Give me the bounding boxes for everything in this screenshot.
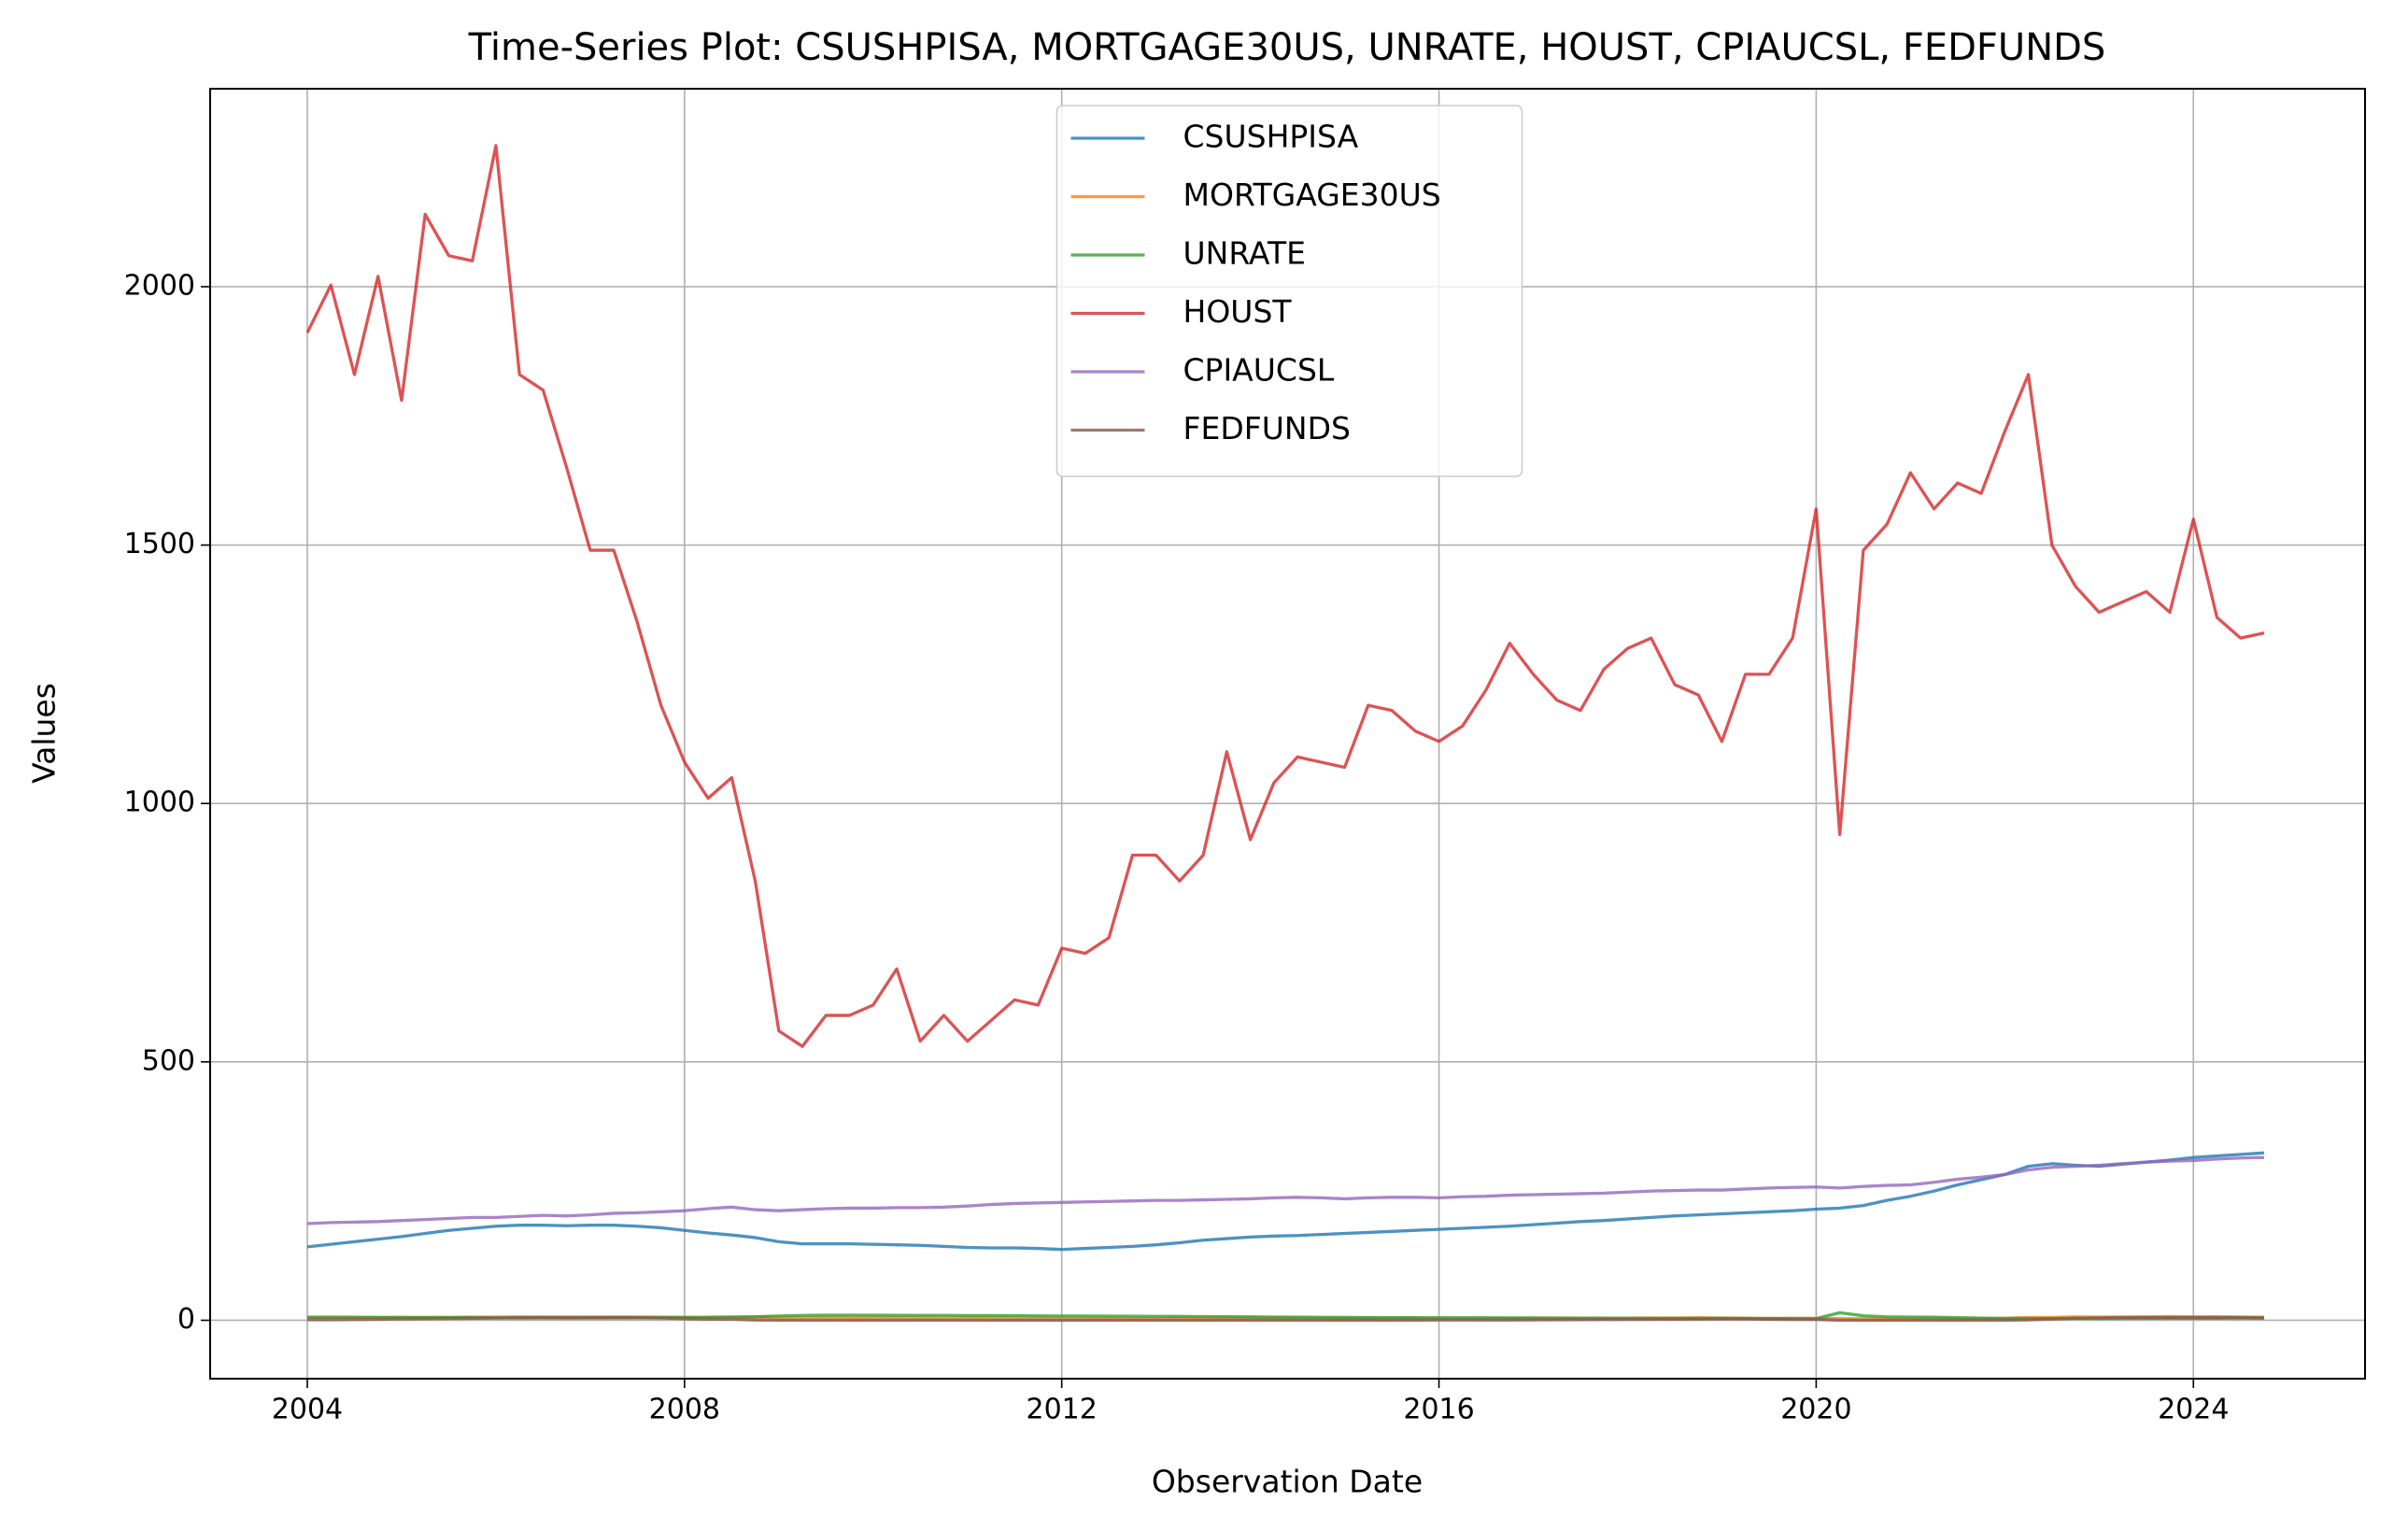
plot-frame [209, 88, 2366, 1380]
legend-label: MORTGAGE30US [1183, 177, 1441, 213]
series-line [306, 1151, 2265, 1252]
y-tick-label: 2000 [124, 269, 195, 302]
x-tick-label: 2024 [2158, 1394, 2229, 1426]
y-axis-label: Values [26, 683, 63, 784]
chart-title: Time-Series Plot: CSUSHPISA, MORTGAGE30U… [468, 26, 2106, 69]
y-tick-label: 0 [177, 1303, 195, 1336]
legend-label: FEDFUNDS [1183, 410, 1351, 446]
x-tick-label: 2016 [1403, 1394, 1474, 1426]
y-tick-label: 1000 [124, 786, 195, 819]
legend-label: CSUSHPISA [1183, 119, 1359, 155]
x-axis-label: Observation Date [1152, 1464, 1423, 1500]
legend-label: UNRATE [1183, 235, 1306, 272]
ticks: 2004 2008 2012 2016 2020 2024 0 500 1000 1500 2000 [124, 269, 2230, 1425]
legend-label: CPIAUCSL [1183, 352, 1335, 389]
y-tick-label: 1500 [124, 528, 195, 560]
x-tick-label: 2004 [272, 1394, 343, 1426]
legend-box [1055, 105, 1523, 477]
legend: CSUSHPISA MORTGAGE30US UNRATE HOUST CPIAUCSL… [1055, 105, 1523, 477]
plot-lines [305, 144, 2265, 1323]
legend-label: HOUST [1183, 293, 1293, 330]
series-line [306, 1155, 2265, 1225]
x-tick-label: 2012 [1027, 1394, 1098, 1426]
x-tick-label: 2020 [1780, 1394, 1851, 1426]
x-tick-label: 2008 [649, 1394, 720, 1426]
series-line [306, 1315, 2264, 1323]
y-tick-label: 500 [142, 1044, 195, 1077]
series-line [305, 144, 2265, 1048]
